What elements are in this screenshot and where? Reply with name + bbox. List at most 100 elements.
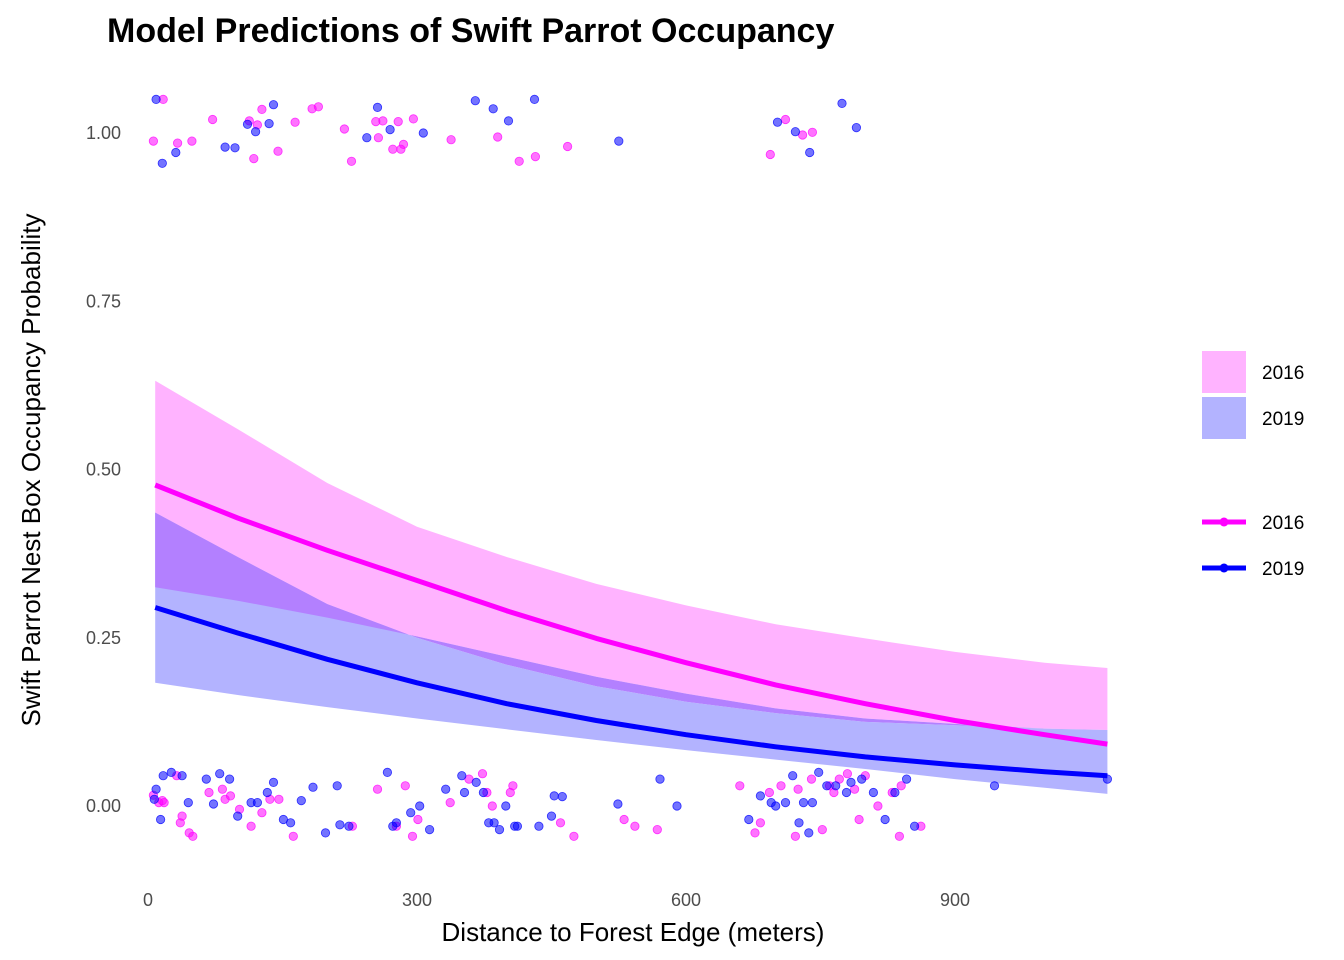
point-2019: [225, 774, 235, 784]
point-2019: [831, 781, 841, 791]
x-axis-title: Distance to Forest Edge (meters): [442, 917, 825, 947]
point-2016: [873, 801, 883, 811]
point-2016: [530, 152, 541, 162]
point-2019: [183, 797, 193, 808]
point-2019: [780, 797, 791, 808]
legend-line-label-2019: 2019: [1262, 559, 1304, 580]
point-2019: [478, 787, 488, 798]
point-2016: [569, 831, 579, 841]
point-2019: [230, 143, 240, 153]
point-2016: [776, 781, 786, 791]
point-2019: [320, 828, 331, 838]
band-2016: [155, 380, 1108, 730]
point-2016: [894, 831, 905, 841]
point-2019: [841, 787, 852, 798]
point-2019: [557, 791, 567, 802]
plot-area: [148, 94, 1113, 841]
legend-line-point-2016: [1219, 517, 1229, 527]
point-2016: [896, 781, 906, 791]
point-2016: [630, 821, 640, 831]
point-2019: [857, 774, 867, 784]
point-2016: [445, 797, 455, 808]
point-2016: [407, 831, 418, 841]
point-2019: [744, 814, 754, 825]
point-2016: [652, 824, 662, 835]
legend-band-label-2016: 2016: [1262, 363, 1304, 384]
point-2019: [149, 794, 159, 804]
y-tick-label: 0.25: [86, 628, 121, 648]
point-2016: [807, 127, 818, 137]
point-2019: [362, 133, 372, 143]
point-2016: [408, 114, 418, 124]
point-2016: [257, 808, 267, 818]
point-2019: [989, 781, 1000, 791]
point-2016: [187, 136, 197, 146]
x-tick-label: 0: [143, 890, 153, 910]
point-2016: [806, 774, 817, 784]
point-2019: [501, 801, 511, 811]
y-axis-title: Swift Parrot Nest Box Occupancy Probabil…: [16, 214, 46, 727]
point-2019: [308, 782, 318, 792]
point-2019: [822, 781, 832, 791]
point-2016: [177, 811, 187, 821]
point-2019: [807, 797, 818, 808]
point-2016: [842, 769, 853, 779]
point-2019: [382, 767, 392, 778]
point-2019: [372, 102, 383, 113]
point-2019: [788, 771, 798, 781]
y-tick-label: 1.00: [86, 123, 121, 143]
point-2016: [446, 135, 456, 145]
point-2019: [798, 797, 809, 808]
point-2016: [793, 784, 803, 794]
point-2019: [385, 125, 395, 135]
point-2016: [173, 138, 183, 148]
point-2016: [274, 794, 284, 804]
point-2019: [233, 811, 243, 821]
point-2019: [215, 769, 225, 779]
point-2016: [290, 117, 300, 127]
legend-line-label-2016: 2016: [1262, 513, 1304, 534]
chart-title: Model Predictions of Swift Parrot Occupa…: [107, 12, 834, 50]
point-2019: [613, 799, 623, 809]
point-2016: [313, 102, 323, 112]
point-2016: [514, 156, 524, 166]
point-2019: [851, 123, 862, 133]
point-2016: [188, 831, 198, 841]
point-2016: [780, 114, 791, 125]
point-2019: [264, 119, 274, 129]
point-2019: [262, 787, 272, 798]
point-2019: [771, 801, 781, 811]
point-2019: [901, 774, 912, 784]
point-2016: [398, 139, 409, 149]
x-tick-label: 600: [671, 890, 701, 910]
point-2019: [418, 128, 428, 138]
point-2019: [489, 818, 499, 828]
point-2019: [344, 821, 354, 831]
point-2019: [459, 787, 470, 798]
point-2019: [220, 142, 230, 152]
point-2019: [672, 801, 682, 811]
point-2019: [285, 818, 296, 828]
point-2016: [388, 144, 398, 154]
point-2019: [296, 795, 306, 806]
point-2016: [246, 821, 256, 831]
point-2019: [268, 100, 279, 110]
point-2016: [735, 781, 745, 791]
point-2016: [555, 818, 566, 828]
point-2019: [391, 818, 401, 828]
point-2019: [151, 784, 161, 794]
point-2016: [159, 797, 169, 808]
x-tick-label: 900: [940, 890, 970, 910]
point-2016: [477, 769, 488, 779]
point-2016: [400, 781, 410, 791]
point-2016: [148, 136, 158, 146]
y-tick-label: 0.75: [86, 291, 121, 311]
point-2016: [750, 828, 760, 838]
point-2019: [546, 811, 557, 821]
point-2016: [765, 149, 775, 160]
point-2019: [470, 96, 480, 106]
point-2016: [562, 141, 573, 152]
point-2016: [346, 156, 357, 166]
point-2019: [890, 787, 900, 798]
point-2016: [257, 104, 267, 115]
